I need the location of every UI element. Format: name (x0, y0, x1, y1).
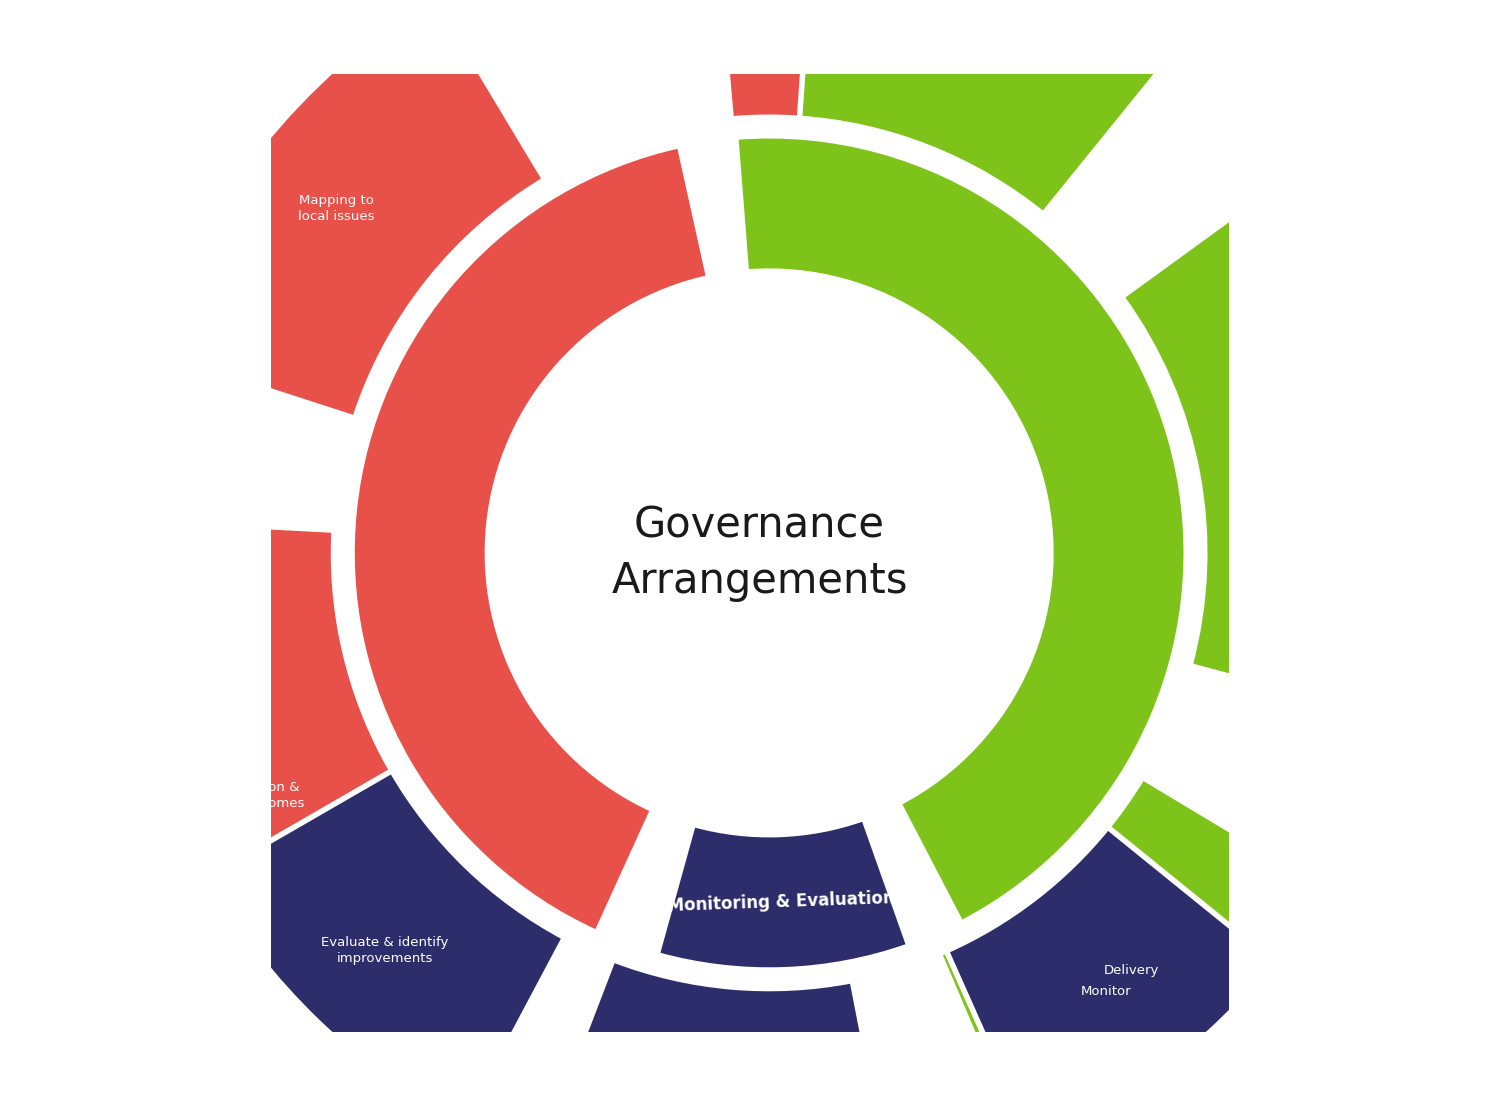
Wedge shape (536, 960, 894, 1102)
Wedge shape (939, 777, 1328, 1102)
Wedge shape (800, 0, 1179, 215)
Wedge shape (206, 770, 564, 1102)
Wedge shape (946, 828, 1275, 1102)
Wedge shape (736, 137, 1185, 922)
Text: Mapping to
local issues: Mapping to local issues (298, 194, 375, 224)
Wedge shape (118, 519, 519, 1087)
Wedge shape (1122, 171, 1420, 722)
Text: Local targets
& indicators: Local targets & indicators (813, 0, 898, 21)
Text: Implementation: Implementation (1076, 382, 1134, 531)
Text: Evaluate & identify
improvements: Evaluate & identify improvements (321, 936, 448, 965)
Text: Review: Review (698, 1098, 744, 1102)
Wedge shape (712, 0, 1023, 152)
Text: Governance
Arrangements: Governance Arrangements (612, 505, 908, 602)
Text: Vision &
outcomes: Vision & outcomes (240, 781, 304, 810)
Circle shape (492, 276, 1047, 831)
Text: Monitoring & Evaluation: Monitoring & Evaluation (668, 889, 896, 915)
Wedge shape (150, 0, 544, 419)
Wedge shape (352, 147, 708, 932)
Text: Delivery: Delivery (1104, 963, 1160, 976)
Text: Funding: Funding (1287, 445, 1340, 458)
Wedge shape (658, 819, 908, 970)
Text: Strategic Planning: Strategic Planning (404, 429, 439, 604)
Text: Directions
& actions: Directions & actions (938, 24, 1005, 53)
Text: Monitor: Monitor (1080, 985, 1131, 998)
